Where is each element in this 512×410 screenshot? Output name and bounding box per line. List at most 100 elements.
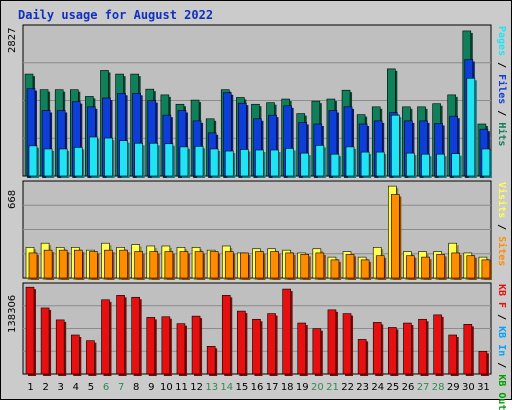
pages-bar [164, 143, 175, 178]
pages-bar [481, 148, 492, 178]
kbf-bar-body [161, 316, 171, 375]
pages-bar-body [28, 145, 38, 177]
pages-bar-body [315, 145, 325, 177]
x-tick-label: 22 [341, 382, 354, 393]
kbf-bar [327, 309, 338, 376]
kbf-bar [448, 334, 459, 376]
pages-bar [270, 149, 281, 178]
kbf-bar-body [70, 334, 80, 375]
kbf-bar [206, 346, 218, 376]
pages-bar-body [406, 152, 415, 177]
pages-bar [149, 142, 160, 178]
kbf-bar-body [403, 322, 412, 375]
sites-bar [330, 259, 341, 280]
sites-bar-body [134, 251, 143, 279]
kbf-bar-body [131, 296, 140, 375]
pages-bar-body [375, 151, 385, 177]
sites-bar-body [28, 252, 38, 279]
sites-bar-body [240, 252, 249, 279]
kbf-bar [116, 295, 127, 376]
legend-entry: Visits [496, 182, 507, 219]
sites-bar [375, 255, 387, 280]
sites-bar [28, 252, 39, 280]
kbf-bar-body [176, 323, 186, 375]
sites-bar-body [43, 249, 53, 279]
x-tick-label: 16 [250, 382, 264, 393]
kbf-bar-body [101, 299, 110, 375]
x-tick-label: 26 [401, 382, 415, 393]
sites-bar-body [451, 252, 461, 279]
kbf-bar-body [463, 324, 473, 375]
sites-bar [451, 252, 462, 280]
x-tick-label: 28 [431, 382, 445, 393]
x-tick-label: 24 [371, 382, 385, 393]
pages-bar-body [89, 136, 98, 177]
panel-2-ymax-label: 668 [7, 189, 18, 209]
sites-bar-body [285, 252, 294, 279]
kbf-bar-body [40, 307, 50, 375]
pages-bar [89, 136, 100, 178]
kbf-bar [252, 318, 263, 376]
legend-entry: KB F [496, 284, 507, 309]
kbf-bar [312, 328, 323, 376]
kbf-bar [433, 314, 444, 376]
legend-separator: / [496, 308, 507, 327]
kbf-bar-body [237, 310, 246, 375]
x-tick-label: 15 [235, 382, 249, 393]
sites-bar-body [345, 254, 355, 279]
sites-bar-body [375, 255, 385, 279]
sites-bar-body [89, 251, 98, 279]
sites-bar-body [255, 251, 264, 279]
kbf-bar [176, 323, 187, 376]
x-tick-label: 31 [477, 382, 490, 393]
sites-bar-body [360, 259, 370, 279]
pages-bar [345, 146, 357, 178]
kbf-bar [418, 318, 429, 376]
pages-bar [285, 148, 296, 178]
legend-entry: Hits [496, 122, 507, 147]
kbf-bar [403, 322, 414, 376]
pages-bar-body [451, 153, 461, 177]
x-tick-label: 5 [87, 382, 95, 393]
sites-bar-body [406, 255, 415, 279]
x-tick-label: 13 [205, 382, 219, 393]
sites-bar [73, 249, 85, 280]
kbf-bar-body [448, 334, 458, 375]
kbf-bar-body [342, 313, 352, 375]
sites-bar-body [270, 251, 279, 279]
pages-bar [436, 153, 447, 178]
kbf-bar [342, 313, 354, 376]
kbf-bar [25, 286, 36, 376]
legend-separator: / [496, 56, 507, 75]
kbf-bar-body [478, 351, 488, 375]
pages-bar-body [149, 142, 159, 177]
legend-separator: / [496, 356, 507, 375]
pages-bar [330, 153, 341, 178]
sites-bar-body [466, 255, 476, 279]
x-tick-label: 2 [42, 382, 49, 393]
kbf-bar [388, 327, 399, 376]
pages-bar [224, 150, 236, 178]
x-tick-label: 12 [190, 382, 203, 393]
sites-bar [406, 255, 417, 280]
pages-bar [406, 152, 417, 178]
pages-bar-body [119, 140, 128, 177]
kbf-bar [86, 340, 97, 376]
pages-bar-body [179, 146, 189, 177]
x-tick-label: 1 [27, 382, 34, 393]
pages-bar-body [421, 153, 430, 177]
kbf-bar [70, 334, 82, 376]
pages-bar [451, 153, 462, 178]
sites-bar-body [315, 252, 325, 279]
x-tick-label: 14 [220, 382, 234, 393]
pages-bar-body [481, 148, 491, 177]
kbf-bar [297, 322, 308, 376]
sites-bar-body [179, 251, 189, 279]
pages-bar [255, 149, 266, 178]
x-tick-label: 4 [72, 382, 80, 393]
sites-bar-body [209, 251, 219, 279]
kbf-bar [101, 299, 112, 376]
sites-bar [466, 255, 477, 280]
kbf-bar [191, 315, 203, 376]
sites-bar [421, 256, 432, 280]
